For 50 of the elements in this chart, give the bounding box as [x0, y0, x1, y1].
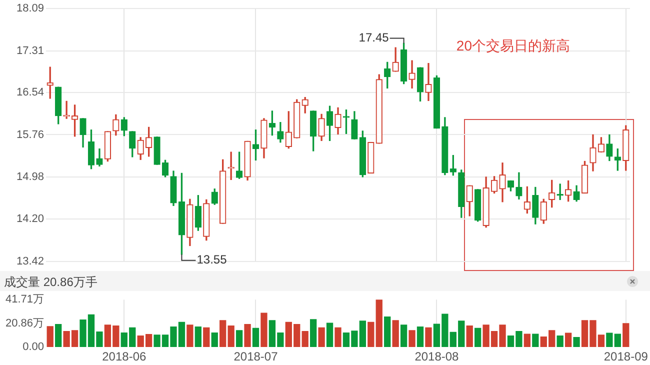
bar — [244, 324, 251, 347]
annotation: 20个交易日的新高 — [456, 37, 570, 54]
bar — [368, 322, 374, 347]
bar — [236, 330, 243, 347]
y-tick-label: 18.09 — [16, 2, 44, 15]
bar — [211, 332, 218, 347]
bar — [622, 323, 630, 347]
chart-title: 成交量 20.86万手 — [4, 274, 98, 291]
y-tick-label: 16.54 — [16, 86, 44, 99]
bar — [532, 334, 539, 347]
bar — [194, 326, 202, 347]
bar — [260, 312, 268, 347]
bar — [466, 326, 473, 347]
annotation: 13.55 — [196, 252, 228, 267]
bar — [252, 328, 260, 347]
bar — [573, 337, 580, 347]
y-tick-label: 15.76 — [16, 128, 44, 141]
bar — [186, 324, 194, 347]
bar — [556, 336, 564, 347]
candlestick — [425, 62, 432, 101]
bar — [302, 330, 308, 347]
y-tick-label: 0.00 — [22, 341, 44, 354]
y-tick-label: 14.98 — [16, 170, 44, 183]
y-tick-label: 13.42 — [16, 255, 44, 268]
x-tick-label: 2018-08 — [414, 349, 460, 364]
bar — [334, 327, 342, 347]
bar — [203, 327, 210, 347]
bar — [564, 332, 572, 347]
bar — [318, 327, 325, 347]
y-tick-label: 41.71万 — [5, 294, 44, 306]
bar — [310, 319, 317, 347]
y-tick-label: 20.86万 — [5, 317, 44, 330]
x-tick-label: 2018-09 — [604, 349, 648, 364]
bar — [474, 328, 482, 347]
annotation: 17.45 — [358, 30, 390, 45]
x-tick-label: 2018-07 — [234, 349, 278, 364]
x-tick-label: 2018-06 — [102, 349, 146, 364]
y-tick-label: 14.20 — [16, 213, 44, 226]
bar — [400, 324, 408, 347]
bar — [416, 326, 424, 347]
bar — [326, 322, 334, 347]
bar — [46, 326, 54, 347]
y-tick-label: 17.31 — [16, 44, 44, 57]
bar — [55, 324, 62, 347]
bar — [524, 334, 531, 347]
bar — [392, 320, 399, 347]
bar — [408, 330, 416, 347]
bar — [384, 316, 391, 347]
bar — [376, 300, 382, 347]
bar — [425, 327, 432, 347]
